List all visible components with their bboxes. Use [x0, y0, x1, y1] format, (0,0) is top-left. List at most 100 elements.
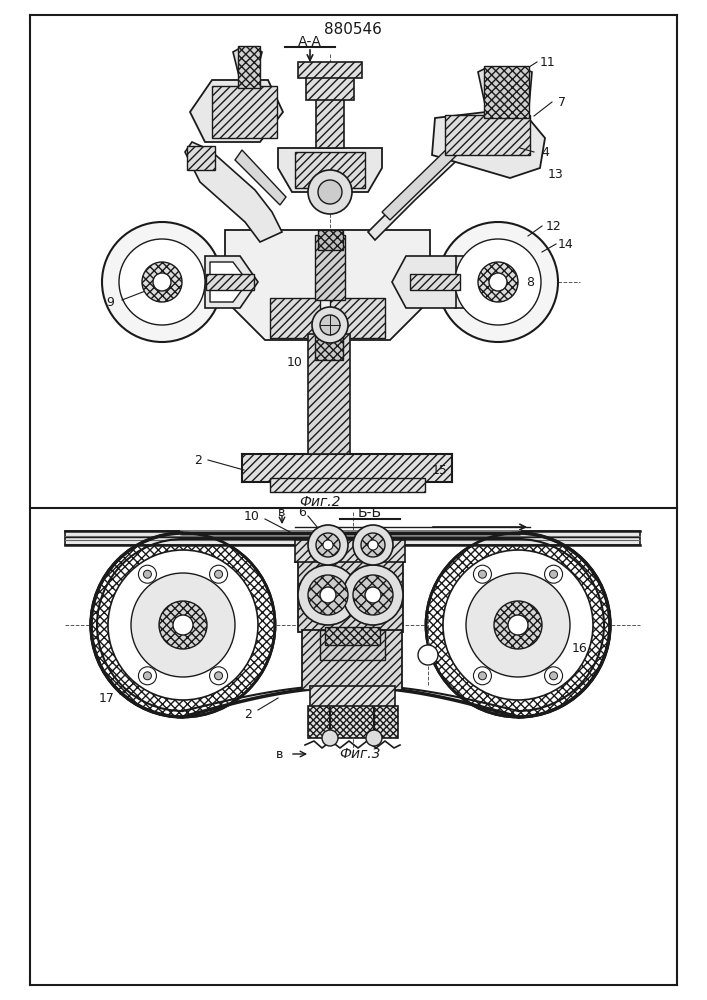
Circle shape	[320, 315, 340, 335]
Circle shape	[139, 565, 156, 583]
Polygon shape	[185, 142, 282, 242]
Polygon shape	[382, 144, 460, 220]
Circle shape	[91, 533, 275, 717]
Circle shape	[478, 262, 518, 302]
Bar	[445, 115, 530, 155]
Polygon shape	[190, 80, 283, 142]
Text: 6: 6	[298, 506, 306, 520]
Bar	[270, 478, 425, 492]
Text: 2: 2	[244, 708, 252, 720]
Circle shape	[508, 615, 528, 635]
Circle shape	[308, 575, 348, 615]
Bar	[295, 152, 365, 188]
Circle shape	[312, 307, 348, 343]
Circle shape	[108, 550, 258, 700]
Circle shape	[209, 667, 228, 685]
Polygon shape	[455, 256, 468, 308]
Circle shape	[316, 533, 340, 557]
Circle shape	[159, 601, 207, 649]
Bar	[316, 93, 344, 148]
Bar	[308, 706, 398, 738]
Bar	[187, 146, 215, 170]
Bar	[65, 531, 640, 545]
Polygon shape	[210, 262, 248, 302]
Circle shape	[474, 565, 491, 583]
Text: 10: 10	[287, 356, 303, 368]
Bar	[330, 298, 385, 338]
Circle shape	[418, 645, 438, 665]
Text: 13: 13	[548, 168, 564, 182]
Bar	[310, 686, 395, 708]
Text: Фиг.3: Фиг.3	[339, 747, 381, 761]
Bar	[212, 86, 277, 138]
Circle shape	[426, 533, 610, 717]
Bar	[298, 62, 362, 78]
Polygon shape	[278, 148, 382, 192]
Text: 7: 7	[558, 96, 566, 108]
Text: 4: 4	[541, 145, 549, 158]
Text: 2: 2	[194, 454, 202, 466]
Circle shape	[144, 570, 151, 578]
Circle shape	[549, 570, 558, 578]
Polygon shape	[235, 150, 286, 205]
Bar	[484, 66, 529, 118]
Bar	[270, 298, 320, 338]
Circle shape	[438, 222, 558, 342]
Circle shape	[139, 667, 156, 685]
Circle shape	[214, 672, 223, 680]
Circle shape	[320, 587, 336, 603]
Circle shape	[102, 222, 222, 342]
Polygon shape	[368, 142, 468, 240]
Bar	[308, 334, 350, 454]
Bar	[325, 627, 380, 645]
Text: 8: 8	[526, 275, 534, 288]
Circle shape	[544, 667, 563, 685]
Circle shape	[144, 672, 151, 680]
Circle shape	[318, 180, 342, 204]
Circle shape	[322, 730, 338, 746]
Circle shape	[353, 575, 393, 615]
Polygon shape	[392, 256, 456, 308]
Text: Б-Б: Б-Б	[358, 506, 382, 520]
Circle shape	[361, 533, 385, 557]
Text: 12: 12	[546, 220, 562, 232]
Circle shape	[173, 615, 193, 635]
Circle shape	[323, 540, 333, 550]
Circle shape	[544, 565, 563, 583]
Circle shape	[479, 570, 486, 578]
Circle shape	[209, 565, 228, 583]
Polygon shape	[225, 230, 430, 340]
Text: 10: 10	[244, 510, 260, 524]
Bar	[315, 330, 343, 360]
Circle shape	[489, 273, 507, 291]
Circle shape	[308, 170, 352, 214]
Circle shape	[549, 672, 558, 680]
Circle shape	[353, 525, 393, 565]
Circle shape	[343, 565, 403, 625]
Text: 9: 9	[106, 296, 114, 308]
Text: А-А: А-А	[298, 35, 322, 49]
Bar	[238, 46, 260, 88]
Circle shape	[368, 540, 378, 550]
Bar	[315, 235, 345, 300]
Polygon shape	[478, 67, 532, 118]
Bar	[295, 540, 405, 562]
Circle shape	[443, 550, 593, 700]
Bar	[302, 630, 402, 690]
Bar	[206, 274, 254, 290]
Bar	[298, 560, 403, 632]
Circle shape	[466, 573, 570, 677]
Circle shape	[366, 730, 382, 746]
Circle shape	[298, 565, 358, 625]
Circle shape	[131, 573, 235, 677]
Text: 15: 15	[432, 464, 448, 477]
Text: в: в	[276, 748, 284, 760]
Bar	[410, 274, 460, 290]
Circle shape	[308, 525, 348, 565]
Polygon shape	[205, 256, 258, 308]
Text: в: в	[279, 506, 286, 520]
Bar	[306, 76, 354, 100]
Polygon shape	[233, 47, 262, 88]
Text: 11: 11	[540, 55, 556, 68]
Circle shape	[142, 262, 182, 302]
